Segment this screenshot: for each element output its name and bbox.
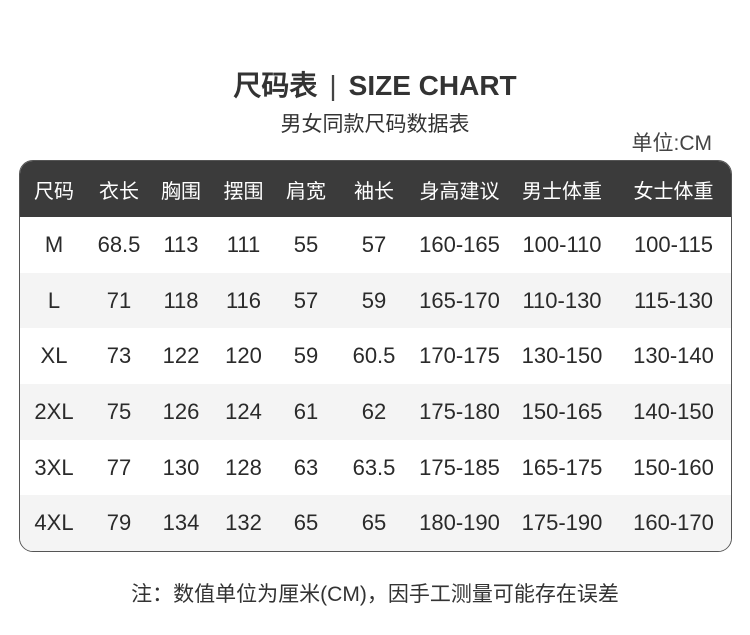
table-cell: 73 — [106, 343, 132, 369]
table-cell: 59 — [293, 343, 319, 369]
column-header: 尺码 — [34, 180, 74, 203]
table-cell: 132 — [225, 510, 262, 536]
table-cell: 113 — [163, 231, 199, 257]
table-cell: 175-190 — [521, 510, 603, 536]
table-cell: 110-130 — [522, 287, 602, 313]
table-cell: 130 — [162, 454, 200, 480]
title-en: SIZE CHART — [348, 70, 517, 101]
table-cell: 175-180 — [419, 398, 500, 424]
table-header-row: 尺码 衣长 胸围 摆围 肩宽 袖长 身高建议 男士体重 女士体重 — [20, 161, 731, 217]
table-cell: 62 — [361, 398, 387, 424]
table-cell: 130-140 — [633, 343, 714, 369]
table-cell: M — [44, 231, 64, 257]
table-row: 3XL 77 130 128 63 63.5 175-185 165-175 150-160 — [20, 440, 731, 496]
column-header: 身高建议 — [419, 180, 500, 203]
table-cell: 75 — [106, 398, 132, 424]
table-cell: 100-110 — [522, 231, 602, 257]
table-cell: XL — [40, 343, 68, 369]
table-cell: 128 — [225, 454, 262, 480]
table-cell: 71 — [106, 287, 132, 313]
column-header: 袖长 — [354, 180, 394, 203]
column-header: 胸围 — [161, 180, 201, 203]
subtitle: 男女同款尺码数据表 — [280, 113, 470, 136]
column-header: 摆围 — [223, 180, 264, 203]
table-cell: 126 — [162, 398, 200, 424]
table-cell: 170-175 — [419, 343, 500, 369]
table-cell: 65 — [293, 510, 319, 536]
table-row: XL 73 122 120 59 60.5 170-175 130-150 130-140 — [20, 328, 731, 384]
table-row: 4XL 79 134 132 65 65 180-190 175-190 160-170 — [20, 495, 731, 551]
page-title: 尺码表 | SIZE CHART — [0, 64, 750, 104]
table-cell: 100-115 — [633, 231, 714, 257]
table-cell: 160-165 — [419, 231, 500, 257]
table-cell: 165-170 — [419, 287, 500, 313]
table-cell: 3XL — [34, 454, 74, 480]
table-cell: 180-190 — [419, 510, 500, 536]
table-row: 2XL 75 126 124 61 62 175-180 150-165 140-150 — [20, 384, 731, 440]
table-cell: 55 — [293, 231, 319, 257]
table-cell: 130-150 — [521, 343, 603, 369]
table-cell: L — [47, 287, 61, 313]
table-cell: 165-175 — [521, 454, 603, 480]
table-cell: 79 — [106, 510, 132, 536]
title-separator: | — [329, 70, 337, 101]
table-cell: 63.5 — [352, 454, 396, 480]
table-cell: 63 — [293, 454, 319, 480]
table-cell: 111 — [226, 231, 261, 257]
table-cell: 77 — [106, 454, 132, 480]
table-cell: 120 — [225, 343, 262, 369]
table-cell: 160-170 — [633, 510, 714, 536]
unit-label: 单位:CM — [631, 132, 713, 155]
column-header: 衣长 — [99, 180, 139, 203]
table-cell: 4XL — [34, 510, 74, 536]
table-cell: 61 — [293, 398, 319, 424]
table-row: L 71 118 116 57 59 165-170 110-130 115-130 — [20, 272, 731, 329]
table-cell: 115-130 — [633, 287, 714, 313]
table-cell: 150-165 — [521, 398, 603, 424]
table-cell: 68.5 — [97, 231, 141, 257]
title-cn: 尺码表 — [233, 70, 318, 101]
table-cell: 2XL — [34, 398, 74, 424]
table-cell: 65 — [361, 510, 387, 536]
table-cell: 140-150 — [633, 398, 714, 424]
table-row: M 68.5 113 111 55 57 160-165 100-110 100-115 — [20, 217, 731, 273]
size-table: 尺码 衣长 胸围 摆围 肩宽 袖长 身高建议 男士体重 女士体重 M 68.5 113 111 55 57… — [19, 160, 732, 552]
table-cell: 116 — [225, 287, 262, 313]
table-cell: 124 — [225, 398, 262, 424]
table-cell: 118 — [163, 287, 199, 313]
table-cell: 57 — [293, 287, 319, 313]
footnote: 注：数值单位为厘米(CM)，因手工测量可能存在误差 — [131, 583, 619, 606]
column-header: 肩宽 — [286, 180, 326, 203]
table-cell: 134 — [162, 510, 200, 536]
table-cell: 60.5 — [352, 343, 396, 369]
table-cell: 122 — [162, 343, 200, 369]
column-header: 男士体重 — [522, 180, 602, 203]
column-header: 女士体重 — [633, 180, 714, 203]
table-cell: 57 — [361, 231, 387, 257]
table-cell: 150-160 — [633, 454, 714, 480]
table-cell: 59 — [361, 287, 387, 313]
table-cell: 175-185 — [419, 454, 500, 480]
